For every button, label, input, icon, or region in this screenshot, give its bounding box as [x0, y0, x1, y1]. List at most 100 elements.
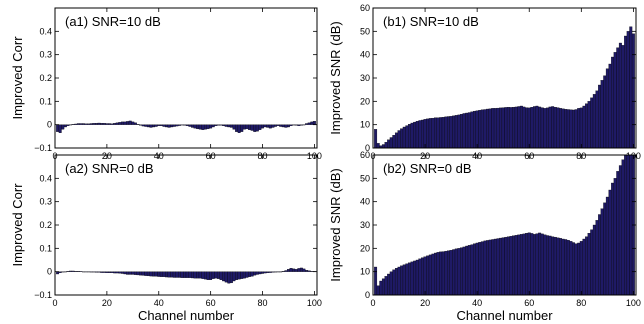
y-tick-label: 0.4 [39, 173, 52, 183]
bar [126, 271, 130, 275]
y-tick-label: 0.3 [39, 197, 52, 207]
bar [397, 266, 401, 296]
bar [255, 124, 259, 132]
bar [139, 124, 143, 126]
bar [585, 236, 588, 296]
bar [605, 68, 609, 149]
bar [384, 142, 388, 149]
bar [294, 124, 298, 126]
bar [566, 240, 570, 296]
y-tick-label: 0.1 [39, 96, 52, 106]
x-tick-label: 100 [626, 298, 641, 308]
bar [491, 108, 495, 149]
bar [133, 271, 137, 275]
bar [299, 124, 303, 126]
panel-a1-ylabel: Improved Corr [10, 36, 25, 120]
bar [486, 240, 490, 296]
bar [439, 117, 443, 149]
bar [611, 56, 615, 149]
y-tick-label: 50 [360, 173, 370, 183]
bar [460, 114, 463, 149]
bar [185, 124, 189, 126]
bar [535, 233, 539, 296]
bar [493, 108, 497, 149]
bar [483, 109, 487, 149]
bar [421, 119, 424, 149]
bar [266, 271, 270, 273]
bar [616, 171, 620, 296]
bar [483, 240, 487, 296]
bar [276, 124, 280, 126]
bar [253, 124, 257, 132]
bar [582, 238, 586, 296]
bar [185, 271, 189, 278]
bar [439, 251, 443, 296]
bar [201, 124, 205, 130]
bar [626, 154, 630, 296]
x-tick-label: 80 [258, 298, 268, 308]
bar [209, 271, 213, 280]
bar [121, 121, 124, 125]
bar [152, 271, 156, 277]
bar [154, 271, 158, 277]
bar [289, 124, 293, 126]
bar [392, 269, 396, 296]
bar [512, 235, 516, 296]
bar [600, 80, 604, 149]
bar [113, 271, 117, 274]
bar [431, 117, 435, 149]
bar [444, 250, 448, 296]
bar [572, 242, 575, 296]
y-tick-label: 10 [360, 120, 370, 130]
bar [61, 124, 65, 130]
bar [165, 124, 168, 128]
bar [470, 111, 474, 149]
bar [178, 124, 181, 126]
bar [522, 233, 526, 296]
bar [214, 271, 218, 279]
bar [551, 106, 555, 149]
panel-b2-xlabel: Channel number [456, 308, 553, 323]
bar [441, 251, 445, 296]
bar [113, 123, 117, 125]
bar [624, 154, 628, 296]
bar [538, 232, 542, 296]
bar [480, 241, 484, 296]
bar [543, 234, 547, 296]
x-tick-label: 20 [420, 298, 430, 308]
bar [514, 106, 518, 149]
bar [281, 124, 285, 128]
bar [543, 108, 547, 149]
x-tick-label: 80 [576, 298, 586, 308]
y-tick-label: 0.3 [39, 50, 52, 60]
bar [613, 52, 617, 149]
y-tick-label: 40 [360, 50, 370, 60]
bar [608, 63, 612, 149]
bar [535, 105, 539, 149]
bar [128, 271, 132, 275]
bar [204, 271, 207, 280]
bar [514, 235, 518, 296]
bar [629, 154, 633, 296]
bar [237, 271, 241, 280]
bar [473, 110, 476, 149]
bar [196, 124, 200, 130]
bar [592, 94, 596, 149]
bar [263, 271, 267, 274]
bar [172, 271, 176, 278]
bar [115, 122, 119, 125]
bar [157, 124, 161, 126]
bar [287, 269, 290, 272]
bar [268, 124, 272, 129]
bar [551, 236, 555, 296]
bar [626, 31, 630, 149]
bar [517, 106, 521, 149]
bar [240, 271, 244, 279]
bar [530, 107, 534, 149]
bar [305, 270, 309, 272]
panel-a2-ticks: 0 20 40 60 80 100−0.100.10.20.30.4 [34, 155, 322, 308]
bar [447, 250, 450, 296]
